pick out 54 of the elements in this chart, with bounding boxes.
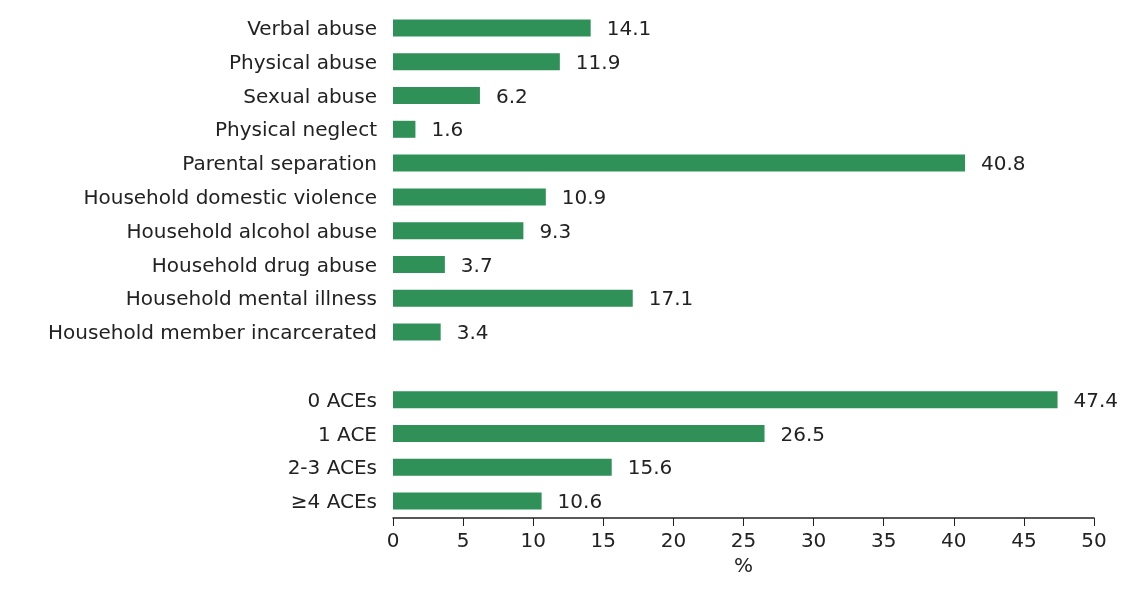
x-tick-label: 25 — [730, 528, 757, 552]
data-label: 15.6 — [627, 455, 673, 480]
bar — [393, 323, 441, 341]
data-label: 11.9 — [575, 49, 621, 74]
y-tick-label: Household member incarcerated — [48, 320, 377, 345]
data-label: 3.7 — [460, 252, 493, 277]
data-label: 47.4 — [1073, 387, 1119, 412]
bar — [393, 19, 591, 37]
x-tick-label: 15 — [590, 528, 617, 552]
bar — [393, 154, 966, 172]
y-tick-label: Household mental illness — [125, 286, 377, 311]
x-tick-label: 10 — [520, 528, 546, 552]
y-tick-label: Physical abuse — [228, 49, 377, 74]
data-label: 1.6 — [431, 117, 464, 142]
data-label: 10.6 — [557, 489, 603, 514]
bar — [393, 425, 765, 442]
bar — [393, 53, 560, 71]
data-label: 10.9 — [561, 184, 607, 209]
x-tick-label: 50 — [1081, 528, 1107, 552]
y-tick-label: 2-3 ACEs — [287, 455, 377, 480]
y-tick-label: Parental separation — [182, 151, 377, 176]
y-tick-label: 1 ACE — [317, 421, 377, 446]
x-tick-label: 40 — [941, 528, 967, 552]
y-tick-label: 0 ACEs — [307, 387, 377, 412]
y-tick-label: Household domestic violence — [83, 184, 377, 209]
data-label: 6.2 — [495, 83, 528, 108]
y-tick-label: ≥4 ACEs — [290, 489, 377, 514]
data-label: 9.3 — [539, 218, 572, 243]
bar — [393, 391, 1058, 409]
bar — [393, 256, 445, 273]
bar — [393, 120, 416, 138]
data-label: 26.5 — [780, 421, 826, 446]
y-tick-label: Household alcohol abuse — [126, 218, 377, 243]
x-tick-label: 5 — [456, 528, 470, 552]
bar — [393, 492, 542, 510]
x-tick-label: 30 — [800, 528, 827, 552]
data-label: 14.1 — [606, 15, 652, 40]
x-tick-label: 45 — [1011, 528, 1037, 552]
data-label: 3.4 — [456, 320, 489, 345]
y-tick-label: Sexual abuse — [243, 83, 377, 108]
data-label: 40.8 — [981, 151, 1026, 176]
bar — [393, 458, 612, 476]
bar — [393, 289, 633, 307]
bar — [393, 87, 480, 104]
data-label: 17.1 — [648, 286, 694, 311]
x-tick-label: 35 — [870, 528, 897, 552]
bar — [393, 222, 524, 240]
y-tick-label: Household drug abuse — [151, 252, 377, 277]
y-tick-label: Verbal abuse — [247, 15, 377, 40]
x-tick-label: 0 — [386, 528, 400, 552]
y-tick-label: Physical neglect — [214, 117, 378, 142]
x-axis-title: % — [733, 552, 754, 577]
x-tick-label: 20 — [660, 528, 687, 552]
bar — [393, 188, 546, 206]
